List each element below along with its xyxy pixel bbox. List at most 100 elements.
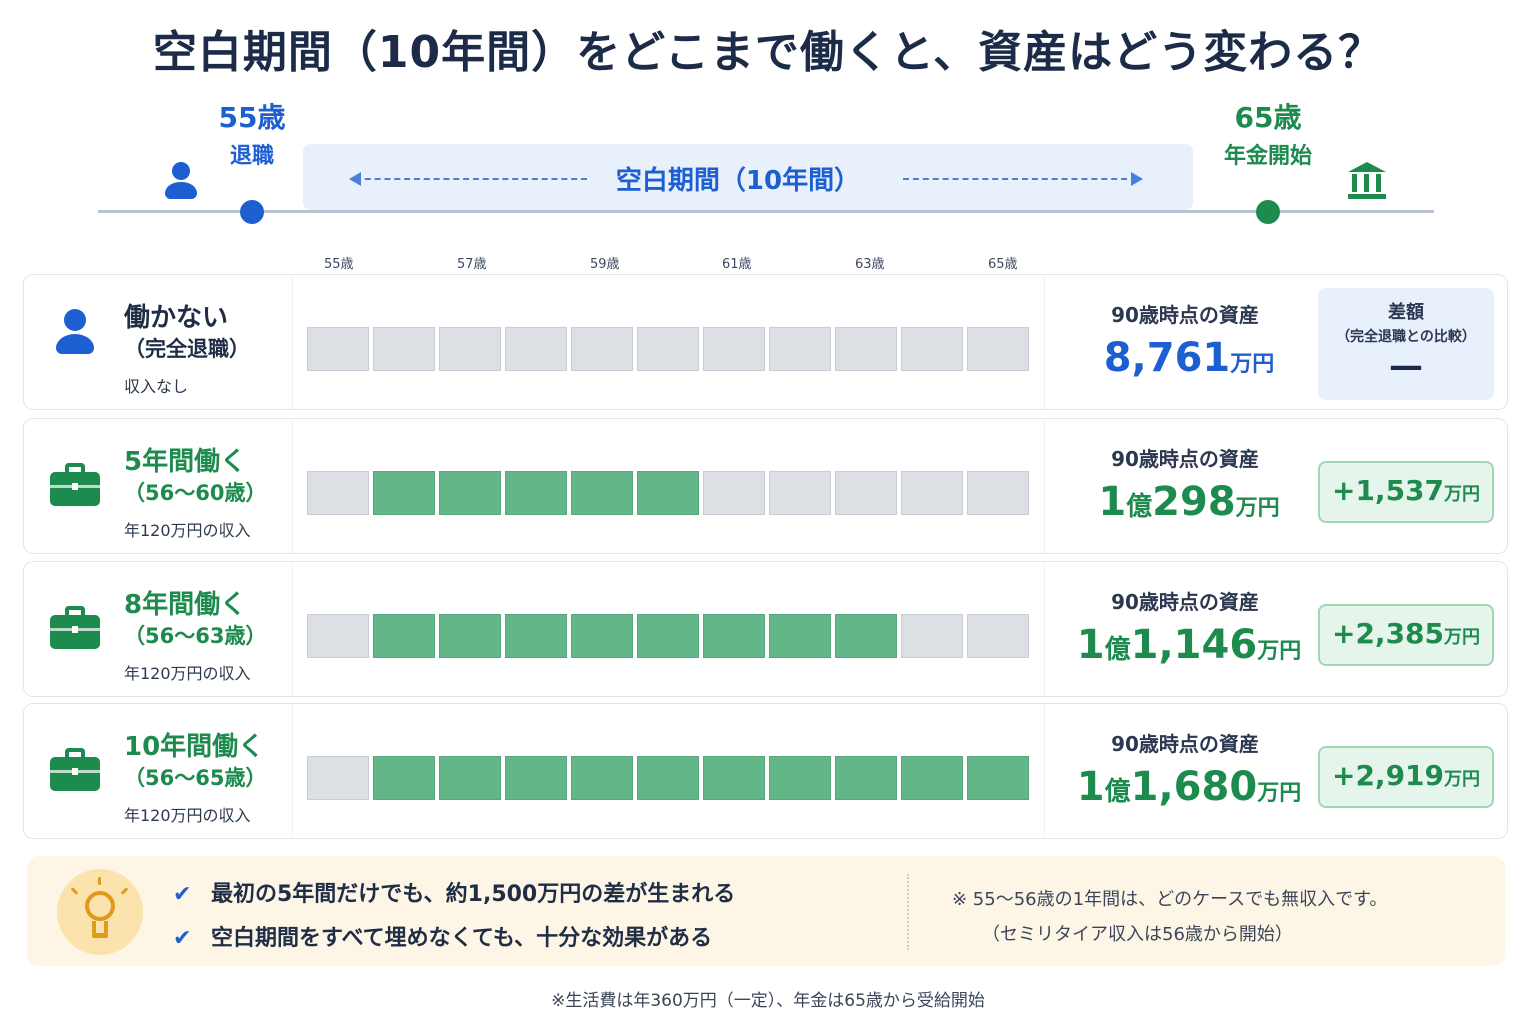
year-bar — [637, 614, 699, 658]
asset-man: 8,761 — [1103, 335, 1231, 381]
case-title: 働かない — [124, 303, 229, 333]
case-row: 5年間働く （56〜60歳） 年120万円の収入 90歳時点の資産 1億298万円 +1,… — [23, 418, 1508, 554]
year-bar — [967, 471, 1029, 515]
asset-unit: 万円 — [1230, 352, 1275, 377]
diff-badge: +2,385万円 — [1318, 604, 1494, 666]
case-range: （56〜65歳） — [124, 766, 267, 790]
asset-unit: 万円 — [1257, 781, 1302, 806]
year-bar — [703, 471, 765, 515]
diff-value: — — [1389, 346, 1423, 386]
asset-man: 298 — [1152, 479, 1236, 525]
diff-badge: +1,537万円 — [1318, 461, 1494, 523]
year-bar — [835, 327, 897, 371]
year-bars — [307, 614, 1031, 658]
year-bar — [439, 756, 501, 800]
year-bar — [769, 471, 831, 515]
asset-oku: 1 — [1098, 479, 1127, 525]
year-bar — [703, 614, 765, 658]
year-bar — [637, 471, 699, 515]
year-bar — [307, 756, 369, 800]
tick-label: 61歳 — [722, 257, 752, 272]
case-title: 5年間働く — [124, 447, 247, 477]
year-bar — [769, 756, 831, 800]
asset-value: 1億1,146万円 — [1064, 622, 1314, 668]
year-bar — [835, 614, 897, 658]
briefcase-icon — [50, 463, 100, 507]
case-title: 10年間働く — [124, 732, 265, 762]
divider — [907, 874, 909, 950]
summary-point-text: 空白期間をすべて埋めなくても、十分な効果がある — [211, 926, 713, 951]
side-note: ※ 55〜56歳の1年間は、どのケースでも無収入です。 — [952, 889, 1388, 910]
year-bar — [637, 756, 699, 800]
diff-unit: 万円 — [1444, 484, 1481, 505]
year-bar — [703, 327, 765, 371]
page-title: 空白期間（10年間）をどこまで働くと、資産はどう変わる？ — [152, 27, 1384, 78]
year-bar — [307, 471, 369, 515]
asset-man: 1,146 — [1130, 622, 1258, 668]
briefcase-icon — [50, 748, 100, 792]
asset-value: 8,761万円 — [1064, 335, 1314, 381]
footnote: ※生活費は年360万円（一定）、年金は65歳から受給開始 — [551, 991, 985, 1011]
year-bar — [307, 327, 369, 371]
year-bar — [505, 756, 567, 800]
diff-value: +2,385 — [1331, 617, 1445, 650]
year-bar — [769, 327, 831, 371]
tick-label: 63歳 — [855, 257, 885, 272]
year-bar — [967, 614, 1029, 658]
year-bar — [571, 756, 633, 800]
timeline-line — [98, 210, 1434, 213]
diff-unit: 万円 — [1444, 769, 1481, 790]
arrow-right-icon — [903, 172, 1143, 186]
year-bar — [901, 614, 963, 658]
start-label: 退職 — [229, 144, 274, 169]
case-note: 収入なし — [124, 377, 189, 396]
tick-label: 55歳 — [324, 257, 354, 272]
case-title: 8年間働く — [124, 590, 247, 620]
case-row: 働かない （完全退職） 収入なし 90歳時点の資産 8,761万円 差額 （完全退職との比較… — [23, 274, 1508, 410]
arrow-left-icon — [349, 172, 587, 186]
diff-value: +1,537 — [1331, 474, 1445, 507]
year-bar — [967, 327, 1029, 371]
year-bar — [505, 614, 567, 658]
bank-icon — [1348, 162, 1386, 202]
year-bar — [769, 614, 831, 658]
tick-label: 59歳 — [590, 257, 620, 272]
year-bar — [307, 614, 369, 658]
end-label: 年金開始 — [1223, 144, 1312, 169]
tick-label: 57歳 — [457, 257, 487, 272]
year-bar — [571, 614, 633, 658]
year-bar — [373, 614, 435, 658]
year-bar — [373, 471, 435, 515]
asset-unit: 万円 — [1257, 639, 1302, 664]
year-bar — [439, 614, 501, 658]
person-icon — [163, 162, 199, 200]
diff-header-title: 差額 — [1388, 302, 1424, 323]
asset-label: 90歳時点の資産 — [1111, 590, 1259, 614]
asset-oku-unit: 億 — [1104, 777, 1131, 807]
year-bar — [967, 756, 1029, 800]
case-note: 年120万円の収入 — [124, 806, 251, 825]
year-bar — [835, 756, 897, 800]
asset-value: 1億1,680万円 — [1064, 764, 1314, 810]
asset-value: 1億298万円 — [1064, 479, 1314, 525]
asset-oku: 1 — [1076, 622, 1105, 668]
year-bar — [571, 327, 633, 371]
year-bar — [373, 756, 435, 800]
gap-period-banner: 空白期間（10年間） — [303, 144, 1193, 210]
summary-point-text: 最初の5年間だけでも、約1,500万円の差が生まれる — [211, 882, 736, 907]
lightbulb-icon — [57, 869, 143, 955]
diff-header: 差額 （完全退職との比較） — — [1318, 288, 1494, 400]
year-bar — [835, 471, 897, 515]
year-bar — [901, 756, 963, 800]
asset-oku-unit: 億 — [1126, 492, 1153, 522]
asset-label: 90歳時点の資産 — [1111, 732, 1259, 756]
diff-header-sub: （完全退職との比較） — [1336, 329, 1476, 345]
gap-period-label: 空白期間（10年間） — [615, 166, 861, 196]
tick-label: 65歳 — [988, 257, 1018, 272]
diff-value: +2,919 — [1331, 759, 1445, 792]
side-note: （セミリタイア収入は56歳から開始） — [982, 924, 1293, 945]
case-row: 10年間働く （56〜65歳） 年120万円の収入 90歳時点の資産 1億1,680万円… — [23, 703, 1508, 839]
year-bars — [307, 756, 1031, 800]
year-bar — [637, 327, 699, 371]
diff-unit: 万円 — [1444, 627, 1481, 648]
